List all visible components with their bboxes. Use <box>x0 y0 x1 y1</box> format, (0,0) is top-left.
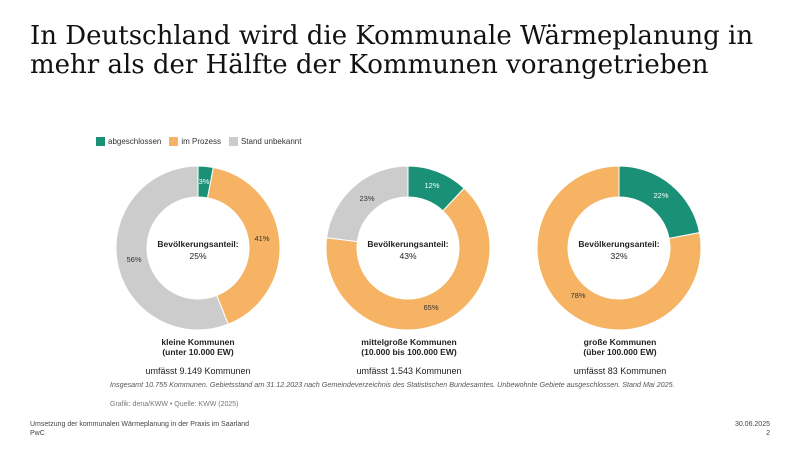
caption-title: große Kommunen <box>583 337 657 347</box>
footer-date: 30.06.2025 <box>734 421 770 428</box>
chart-legend: abgeschlossen im Prozess Stand unbekannt <box>96 137 301 146</box>
center-label: Bevölkerungsanteil: <box>578 239 659 249</box>
slice-label: 78% <box>570 291 585 300</box>
count-medium: umfässt 1.543 Kommunen <box>356 366 462 376</box>
center-value: 32% <box>610 251 627 261</box>
count-large: umfässt 83 Kommunen <box>573 366 667 376</box>
donut-slice-im-prozess <box>325 187 491 331</box>
legend-swatch <box>169 137 179 146</box>
legend-swatch <box>228 137 238 146</box>
legend-swatch <box>96 137 105 146</box>
chart-caption-large: große Kommunen (über 100.000 EW) <box>530 337 710 357</box>
slice-label: 23% <box>359 194 374 203</box>
caption-subtitle: (über 100.000 EW) <box>583 347 657 357</box>
donut-slice-abgeschlossen <box>618 165 701 240</box>
legend-item-im-prozess: im Prozess <box>169 137 221 146</box>
page-title: In Deutschland wird die Kommunale Wärmep… <box>30 21 754 80</box>
legend-item-abgeschlossen: abgeschlossen <box>96 137 161 146</box>
footnote: Insgesamt 10.755 Kommunen. Gebietsstand … <box>110 380 675 389</box>
count-small: umfässt 9.149 Kommunen <box>145 366 251 376</box>
slice-label: 12% <box>424 181 439 190</box>
caption-subtitle: (unter 10.000 EW) <box>162 347 234 357</box>
slice-label: 22% <box>653 191 668 200</box>
center-label: Bevölkerungsanteil: <box>157 239 238 249</box>
center-value: 25% <box>189 251 206 261</box>
legend-label: Stand unbekannt <box>240 137 302 146</box>
center-value: 43% <box>399 251 416 261</box>
slice-label: 3% <box>199 177 210 186</box>
footer-right: 30.06.2025 2 <box>735 420 770 438</box>
caption-title: mittelgroße Kommunen <box>361 337 457 347</box>
chart-caption-small: kleine Kommunen (unter 10.000 EW) <box>108 337 288 357</box>
legend-item-stand-unbekannt: Stand unbekannt <box>228 137 302 146</box>
center-label: Bevölkerungsanteil: <box>367 239 448 249</box>
footer-left: Umsetzung der kommunalen Wärmeplanung in… <box>30 420 249 438</box>
slice-label: 56% <box>126 255 141 264</box>
caption-title: kleine Kommunen <box>161 337 235 347</box>
footer-company: PwC <box>30 430 45 437</box>
slice-label: 65% <box>423 303 438 312</box>
slice-label: 41% <box>254 234 269 243</box>
footer-page-number: 2 <box>766 430 770 437</box>
donut-slice-stand-unbekannt <box>115 165 229 331</box>
donut-slice-stand-unbekannt <box>326 165 409 243</box>
legend-label: im Prozess <box>181 137 221 146</box>
source-credit: Grafik: dena/KWW • Quelle: KWW (2025) <box>110 401 239 408</box>
footer-presentation-title: Umsetzung der kommunalen Wärmeplanung in… <box>30 421 250 428</box>
donut-slice-im-prozess <box>206 166 281 325</box>
legend-label: abgeschlossen <box>108 137 162 146</box>
chart-caption-medium: mittelgroße Kommunen (10.000 bis 100.000… <box>319 337 499 357</box>
caption-subtitle: (10.000 bis 100.000 EW) <box>361 347 457 357</box>
donut-slice-im-prozess <box>536 165 702 331</box>
